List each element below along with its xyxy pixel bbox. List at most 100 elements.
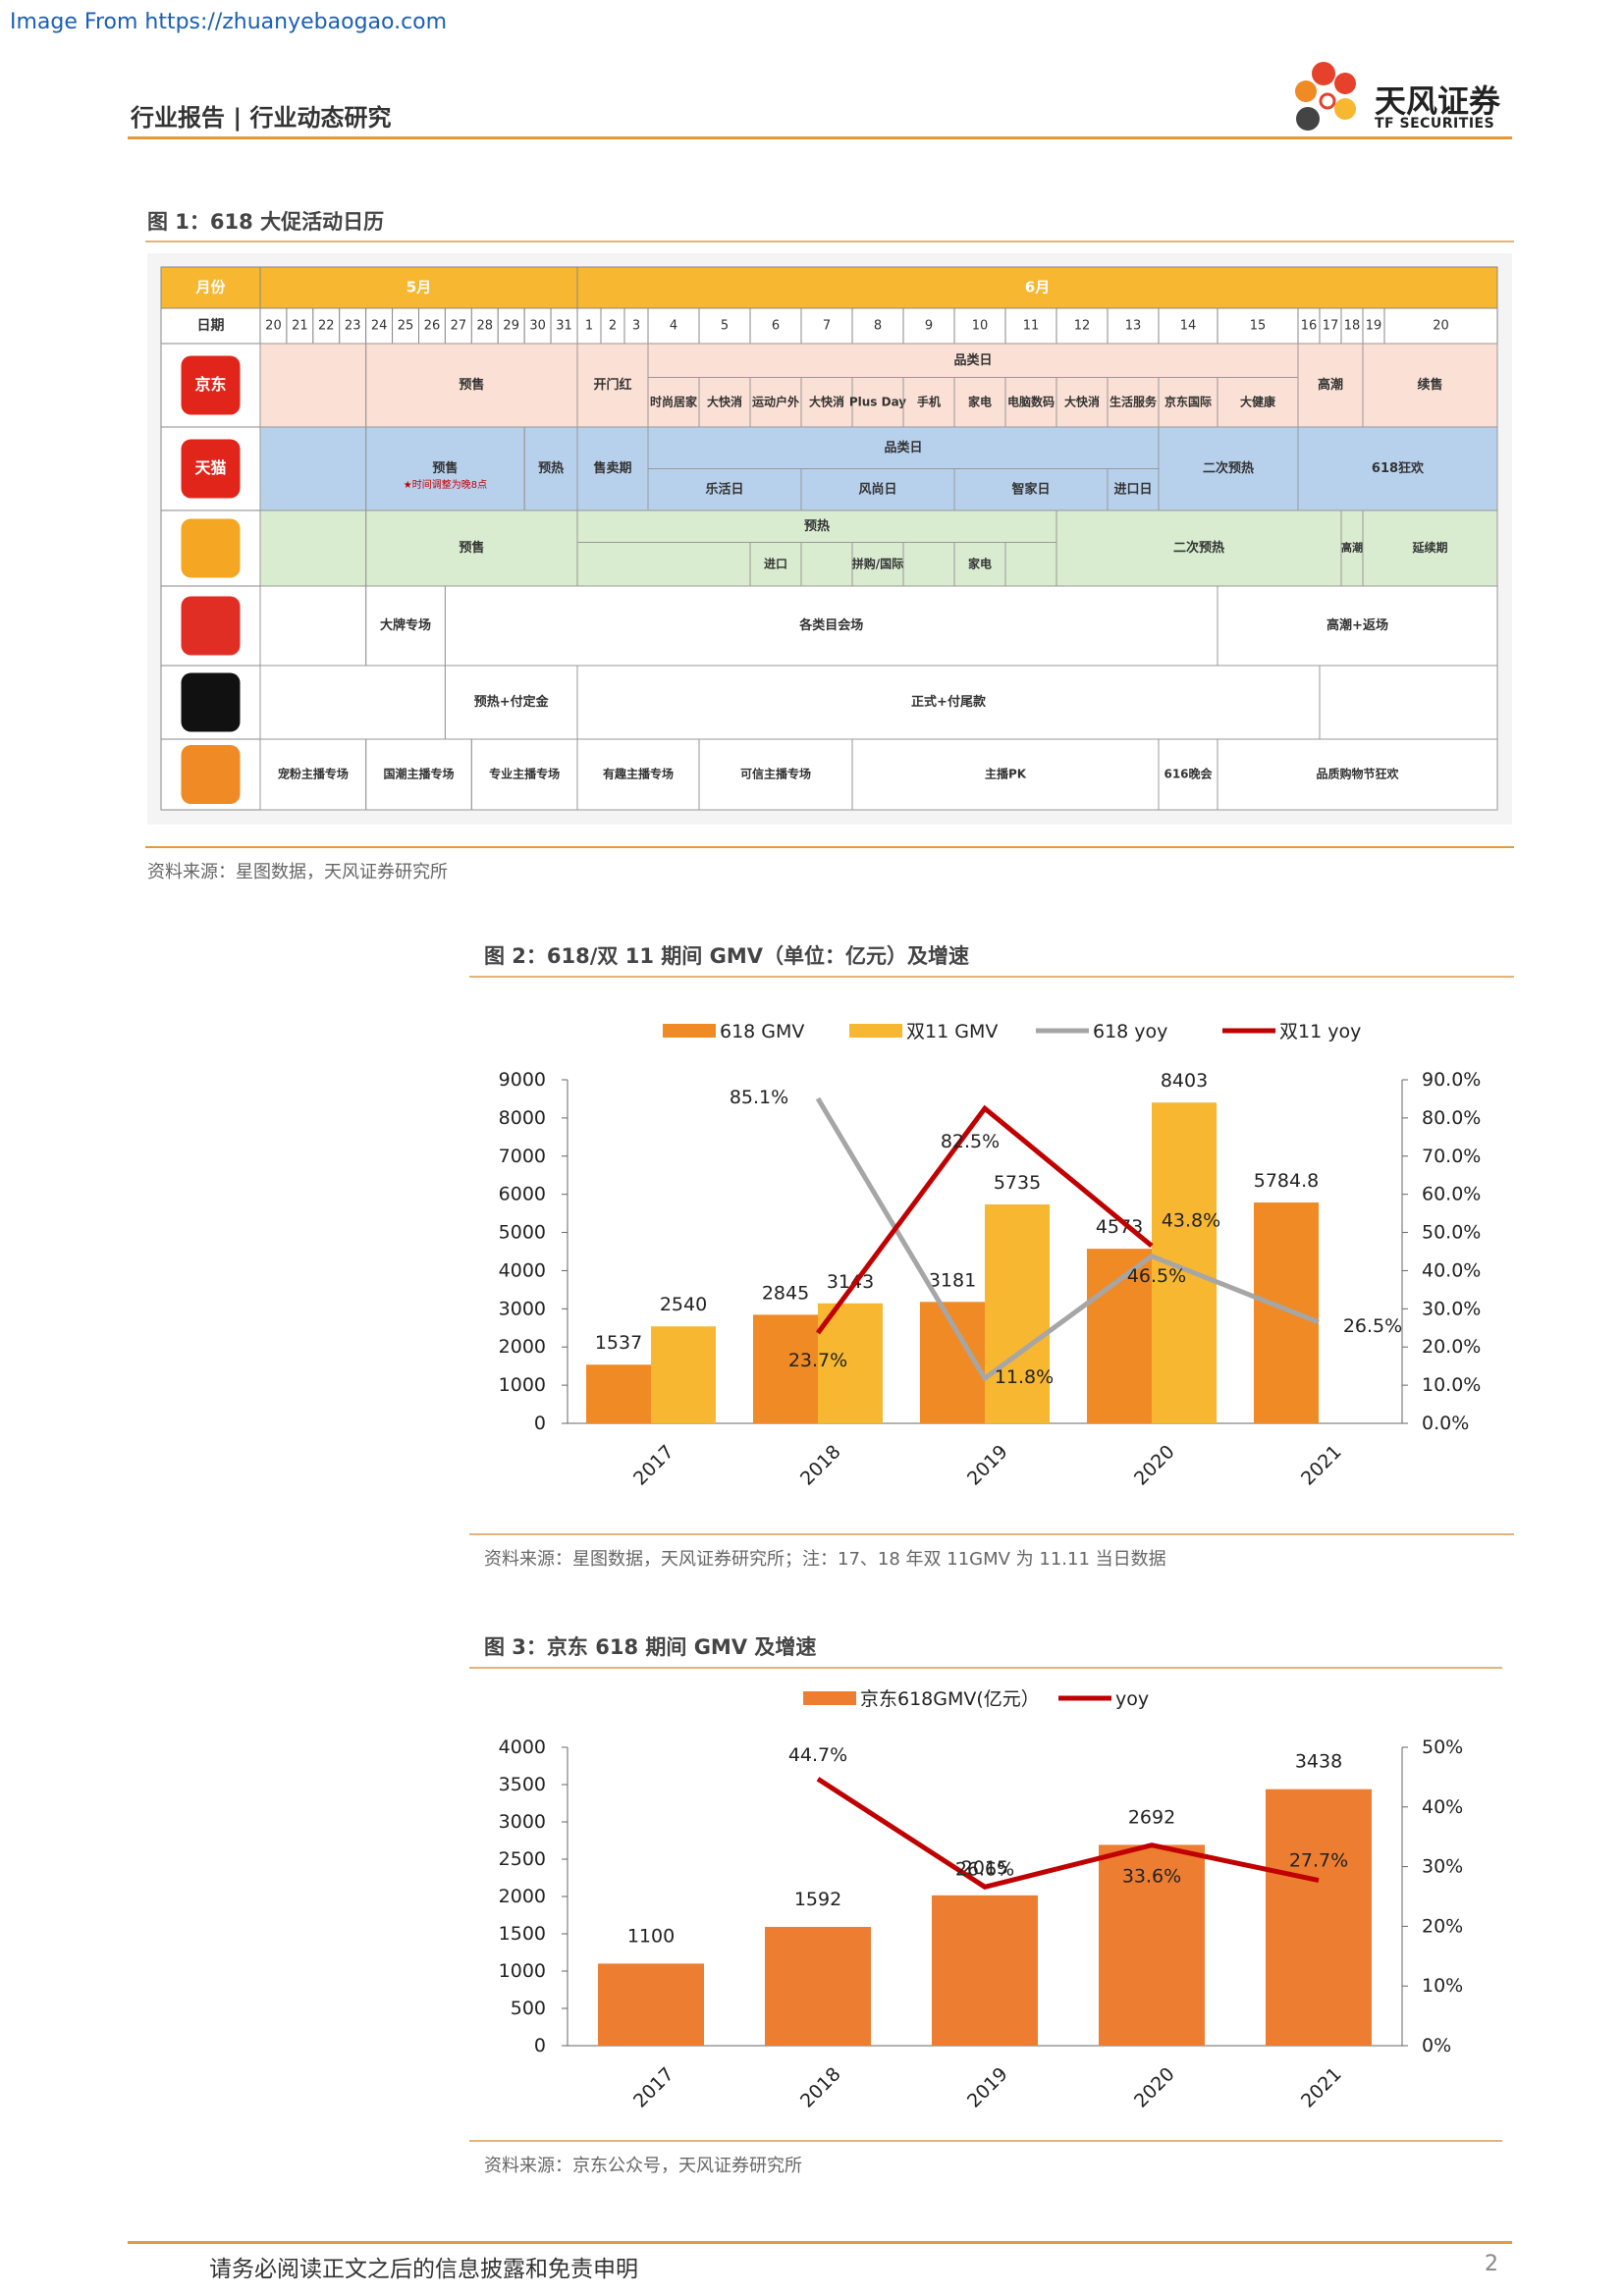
- brand-name-en: TF SECURITIES: [1375, 116, 1495, 132]
- bar-data-label: 1100: [627, 1925, 675, 1947]
- promo-calendar: 月份 5月 6月 日期 20 21 22 23 24 25 26 27 28 29 30 31 1 2 3 4 5 6 7 8…: [147, 253, 1512, 825]
- x-tick-label: 2018: [796, 1441, 845, 1490]
- cal-month-label: 月份: [194, 279, 226, 296]
- x-tick-label: 2018: [796, 2063, 845, 2112]
- cal-suning-item: 家电: [968, 556, 992, 570]
- cal-day-number: 4: [670, 319, 677, 334]
- bar-data-label: 4573: [1096, 1216, 1143, 1238]
- footer-disclaimer[interactable]: 请务必阅读正文之后的信息披露和免责申明: [209, 2257, 638, 2282]
- line-data-label: 82.5%: [941, 1131, 1000, 1152]
- cal-day-number: 19: [1366, 319, 1382, 334]
- cal-day-cell: [418, 307, 446, 345]
- x-tick-label: 2021: [1297, 2063, 1346, 2112]
- y2-tick-label: 60.0%: [1422, 1184, 1481, 1205]
- legend-label: 双11 yoy: [1279, 1021, 1361, 1042]
- y2-tick-label: 20%: [1422, 1915, 1463, 1937]
- cal-jd-item: 手机: [917, 394, 941, 408]
- cal-tmall-item: 进口日: [1113, 482, 1152, 497]
- cal-day-number: 24: [371, 319, 388, 334]
- fig3-title: 图 3：京东 618 期间 GMV 及增速: [484, 1635, 817, 1659]
- cal-day-number: 10: [972, 319, 989, 334]
- cal-day-number: 3: [632, 319, 640, 334]
- x-tick-label: 2020: [1130, 2063, 1179, 2112]
- cal-day-number: 17: [1323, 319, 1339, 334]
- cal-tmall-item: 智家日: [1011, 481, 1050, 497]
- y-tick-label: 3500: [499, 1774, 546, 1795]
- source-link[interactable]: Image From https://zhuanyebaogao.com: [10, 10, 448, 34]
- cal-day-number: 14: [1180, 319, 1197, 334]
- x-tick-label: 2020: [1130, 1441, 1179, 1490]
- cal-day-number: 26: [424, 319, 441, 334]
- cal-kuaishou-item: 有趣主播专场: [603, 767, 674, 781]
- cal-kuaishou-item: 616晚会: [1164, 767, 1213, 781]
- y-tick-label: 500: [511, 1998, 546, 2019]
- y-tick-label: 8000: [499, 1107, 546, 1129]
- y2-tick-label: 40%: [1422, 1796, 1463, 1818]
- bar-data-label: 3438: [1295, 1751, 1342, 1773]
- cal-jd-item: 大健康: [1240, 394, 1276, 408]
- cal-day-cell: [623, 307, 649, 345]
- bar: [1266, 1789, 1372, 2046]
- fig1-divider: [145, 240, 1514, 242]
- cal-jd-item: 电脑数码: [1007, 394, 1055, 408]
- cal-tmall-category-day: 品类日: [884, 440, 922, 455]
- cal-row-background: [259, 585, 1498, 667]
- cal-day-number: 30: [529, 319, 546, 334]
- y2-tick-label: 50.0%: [1422, 1222, 1481, 1244]
- platform-logo-icon: [181, 518, 241, 578]
- cal-jd-item: Plus Day: [849, 395, 906, 408]
- fig3-source: 资料来源：京东公众号，天风证券研究所: [484, 2156, 802, 2176]
- cal-day-number: 18: [1344, 319, 1361, 334]
- legend-label: 618 GMV: [720, 1021, 804, 1042]
- cal-suning-climax: 高潮: [1341, 541, 1363, 555]
- cal-jd-item: 时尚居家: [650, 394, 698, 408]
- y-tick-label: 1500: [499, 1923, 546, 1945]
- line-data-label: 26.5%: [1343, 1315, 1402, 1337]
- gmv-618-double11-chart: 0 1000 2000 3000 4000 5000 6000 7000 8000 9000 0.0…: [499, 1021, 1482, 1490]
- cal-day-number: 15: [1250, 319, 1267, 334]
- line-data-label: 43.8%: [1162, 1210, 1220, 1232]
- bar-data-label: 5735: [994, 1172, 1041, 1194]
- platform-logo-text: 天猫: [194, 458, 226, 477]
- y2-tick-label: 30.0%: [1422, 1298, 1481, 1319]
- cal-day-number: 29: [503, 319, 519, 334]
- y-tick-label: 2500: [499, 1848, 546, 1870]
- cal-douyin-formal: 正式+付尾款: [911, 694, 987, 710]
- bar-data-label: 2540: [660, 1294, 707, 1315]
- cal-pdd-brand: 大牌专场: [380, 617, 431, 633]
- cal-may-label: 5月: [406, 279, 431, 296]
- y2-tick-label: 0%: [1422, 2035, 1451, 2056]
- cal-day-number: 13: [1125, 319, 1142, 334]
- x-tick-label: 2021: [1297, 1441, 1346, 1490]
- line-data-label: 23.7%: [788, 1350, 847, 1371]
- legend-swatch: [803, 1691, 856, 1705]
- series-line: [815, 1104, 1154, 1335]
- cal-day-number: 28: [477, 319, 494, 334]
- tf-logo-flower-icon: [1295, 62, 1356, 131]
- bar: [598, 1963, 704, 2046]
- cal-tmall-second: 二次预热: [1203, 460, 1254, 476]
- cal-kuaishou-item: 宠粉主播专场: [278, 767, 349, 781]
- line-data-label: 11.8%: [995, 1366, 1054, 1388]
- cal-day-number: 12: [1074, 319, 1091, 334]
- x-tick-label: 2017: [629, 1441, 678, 1490]
- line-data-label: 26.6%: [955, 1858, 1014, 1880]
- cal-day-number: 6: [772, 319, 780, 334]
- cal-day-cell: [647, 307, 700, 345]
- cal-suning-item: 拼购/国际: [852, 556, 903, 570]
- y-tick-label: 2000: [499, 1336, 546, 1358]
- cal-jd-climax: 高潮: [1318, 377, 1343, 393]
- cal-suning-item: 进口: [764, 556, 787, 570]
- y-tick-label: 1000: [499, 1374, 546, 1396]
- cal-jd-item: 生活服务: [1110, 394, 1158, 408]
- bar-data-label: 2692: [1128, 1806, 1175, 1828]
- y2-tick-label: 10%: [1422, 1975, 1463, 1997]
- fig2-title: 图 2：618/双 11 期间 GMV（单位：亿元）及增速: [484, 944, 969, 968]
- fig3-divider: [469, 1667, 1502, 1669]
- cal-day-number: 2: [609, 319, 617, 334]
- line-data-label: 33.6%: [1122, 1866, 1181, 1888]
- cal-kuaishou-item-cell: [1217, 738, 1498, 811]
- bar-data-label: 2015: [961, 1857, 1008, 1879]
- cal-row-background: [259, 738, 1498, 811]
- bar: [1152, 1102, 1217, 1423]
